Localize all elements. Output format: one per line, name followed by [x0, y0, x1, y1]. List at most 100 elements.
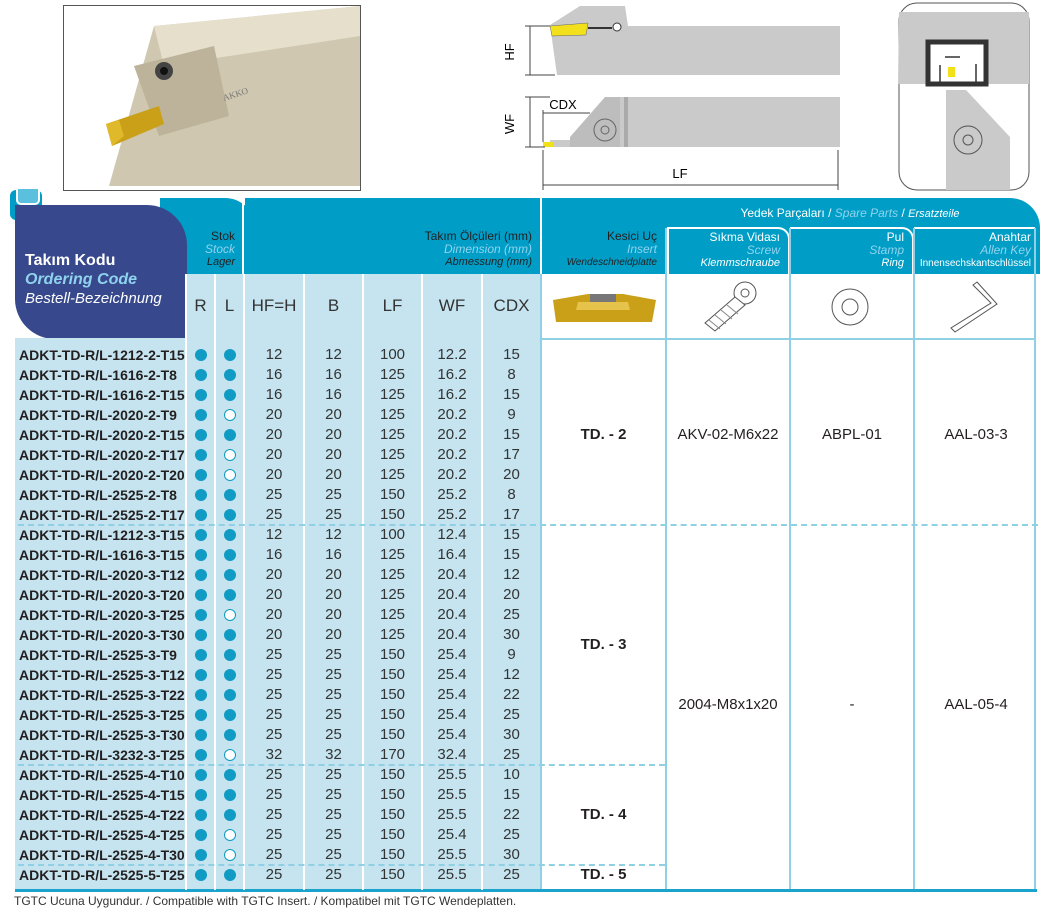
screw-de: Klemmschraube: [700, 257, 780, 269]
pul-de: Ring: [881, 257, 904, 269]
stock-r-in-stock-icon: [194, 729, 207, 741]
dim-wf: 25.4: [437, 646, 467, 663]
dim-b: 20: [325, 586, 342, 603]
pul-part-number: -: [849, 696, 855, 713]
stock-l-in-stock-icon: [223, 769, 236, 781]
ordering-code-header: Takım Kodu Ordering Code Bestell-Bezeich…: [15, 205, 187, 339]
stock-l-on-order-icon: [223, 409, 236, 421]
ordering-code: ADKT-TD-R/L-2020-3-T25: [19, 607, 185, 623]
dim-lf: 150: [379, 646, 406, 663]
stock-l-on-order-icon: [223, 829, 236, 841]
ordering-code: ADKT-TD-R/L-2525-5-T25: [19, 867, 185, 883]
dim-wf: 20.4: [437, 586, 467, 603]
dim-cdx: 9: [507, 646, 516, 663]
dim-wf: 20.2: [437, 446, 467, 463]
table-row: ADKT-TD-R/L-2525-4-T25 25 25 150 25.4 25: [15, 825, 540, 845]
stock-l-in-stock-icon: [223, 629, 236, 641]
dim-b: 25: [325, 806, 342, 823]
table-row: ADKT-TD-R/L-2525-4-T30 25 25 150 25.5 30: [15, 845, 540, 865]
dim-b: 12: [325, 346, 342, 363]
dim-wf: 20.2: [437, 426, 467, 443]
table-row: ADKT-TD-R/L-2020-2-T15 20 20 125 20.2 15: [15, 425, 540, 445]
dim-b: 20: [325, 606, 342, 623]
dim-cdx: 25: [503, 706, 520, 723]
stock-r-in-stock-icon: [194, 549, 207, 561]
dim-cdx: 30: [503, 846, 520, 863]
dim-wf: 16.4: [437, 546, 467, 563]
ordering-code: ADKT-TD-R/L-1616-2-T8: [19, 367, 177, 383]
ordering-code: ADKT-TD-R/L-2525-4-T10: [19, 767, 185, 783]
footnote: TGTC Ucuna Uygundur. / Compatible with T…: [14, 894, 517, 908]
column-header-b: B: [305, 274, 362, 338]
code-header-tr: Takım Kodu: [25, 252, 116, 269]
insert-group-label: TD. - 5: [580, 866, 627, 883]
stock-l-in-stock-icon: [223, 429, 236, 441]
key-part-number: AAL-05-4: [944, 696, 1008, 713]
stock-l-in-stock-icon: [223, 789, 236, 801]
stock-en: Stock: [204, 242, 235, 256]
dim-lf: 150: [379, 846, 406, 863]
table-row: ADKT-TD-R/L-2525-3-T25 25 25 150 25.4 25: [15, 705, 540, 725]
dim-cdx: 9: [507, 406, 516, 423]
column-divider: [185, 274, 187, 890]
insert-tr: Kesici Uç: [606, 229, 657, 243]
dim-hfh: 20: [265, 466, 283, 483]
dim-lf: 100: [379, 526, 406, 543]
screw-en: Screw: [746, 243, 780, 257]
dim-lf: 150: [379, 866, 406, 883]
stock-r-in-stock-icon: [194, 669, 207, 681]
dim-cdx: 15: [503, 346, 520, 363]
dim-hfh: 16: [265, 546, 283, 563]
column-divider: [214, 274, 216, 890]
stock-l-in-stock-icon: [223, 549, 236, 561]
dim-hfh: 12: [265, 346, 283, 363]
stock-l-in-stock-icon: [223, 689, 236, 701]
stock-r-in-stock-icon: [194, 629, 207, 641]
dim-lf: 125: [379, 466, 406, 483]
table-row: ADKT-TD-R/L-1616-2-T8 16 16 125 16.2 8: [15, 365, 540, 385]
key-de: Innensechskantschlüssel: [919, 258, 1031, 269]
stock-r-in-stock-icon: [194, 509, 207, 521]
table-row: ADKT-TD-R/L-2525-4-T10 25 25 150 25.5 10: [15, 765, 540, 785]
stock-r-in-stock-icon: [194, 809, 207, 821]
dim-hfh: 25: [265, 486, 283, 503]
dim-wf: 12.2: [437, 346, 467, 363]
row-divider: [542, 338, 1035, 340]
ordering-code: ADKT-TD-R/L-2525-3-T22: [19, 687, 185, 703]
dim-b: 20: [325, 626, 342, 643]
dim-b: 25: [325, 786, 342, 803]
column-header-wf: WF: [423, 274, 481, 338]
dim-hfh: 25: [265, 766, 283, 783]
key-tr: Anahtar: [988, 230, 1031, 244]
table-row: ADKT-TD-R/L-2020-3-T25 20 20 125 20.4 25: [15, 605, 540, 625]
dim-wf: 25.4: [437, 666, 467, 683]
ordering-code: ADKT-TD-R/L-2525-4-T25: [19, 827, 185, 843]
dim-hfh: 25: [265, 826, 283, 843]
dim-wf: 20.2: [437, 406, 467, 423]
dim-cdx: 15: [503, 546, 520, 563]
dim-cdx: 25: [503, 826, 520, 843]
dim-lf: 150: [379, 766, 406, 783]
dim-cdx: 8: [507, 486, 516, 503]
dim-wf: 25.2: [437, 486, 467, 503]
table-row: ADKT-TD-R/L-1616-2-T15 16 16 125 16.2 15: [15, 385, 540, 405]
dim-hfh: 25: [265, 846, 283, 863]
grooving-insert-image: [553, 294, 656, 322]
dim-wf: 16.2: [437, 386, 467, 403]
spare-parts-header: Yedek Parçaları / Spare Parts / Ersatzte…: [665, 206, 1035, 221]
stock-r-in-stock-icon: [194, 649, 207, 661]
ordering-code: ADKT-TD-R/L-1212-3-T15: [19, 527, 185, 543]
dim-b: 20: [325, 426, 342, 443]
ordering-code: ADKT-TD-R/L-2525-3-T9: [19, 647, 177, 663]
dim-hfh: 25: [265, 806, 283, 823]
dim-cdx: 30: [503, 626, 520, 643]
table-row: ADKT-TD-R/L-2525-3-T30 25 25 150 25.4 30: [15, 725, 540, 745]
dim-wf: 20.4: [437, 566, 467, 583]
ordering-code: ADKT-TD-R/L-2525-2-T8: [19, 487, 177, 503]
table-row: ADKT-TD-R/L-2525-2-T17 25 25 150 25.2 17: [15, 505, 540, 525]
label-hf: HF: [502, 43, 517, 60]
ordering-code: ADKT-TD-R/L-1616-2-T15: [19, 387, 185, 403]
stock-l-in-stock-icon: [223, 389, 236, 401]
ordering-code: ADKT-TD-R/L-2020-2-T17: [19, 447, 185, 463]
dim-cdx: 22: [503, 806, 520, 823]
